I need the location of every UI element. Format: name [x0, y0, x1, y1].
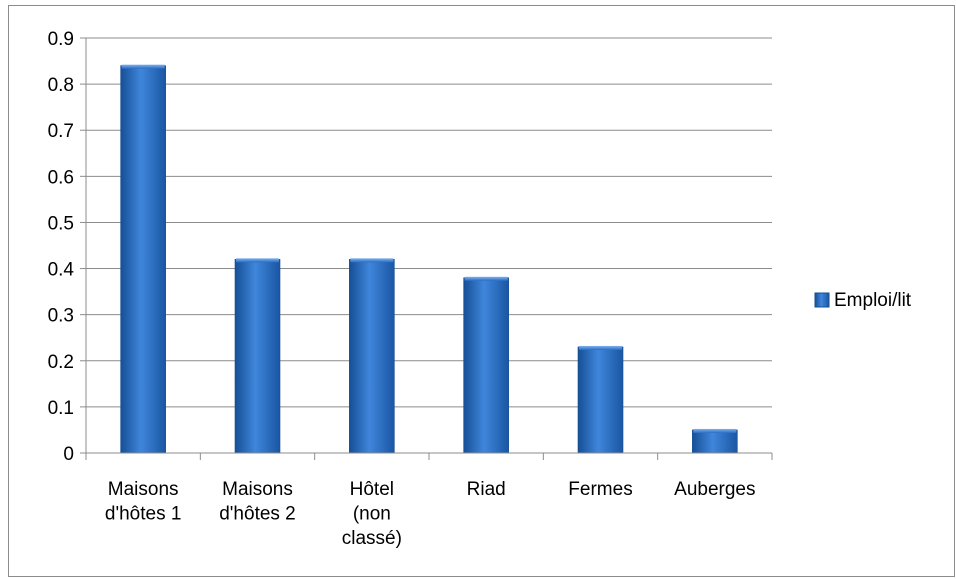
y-tick-label: 0.7	[48, 121, 74, 142]
x-category-label-line: Auberges	[674, 479, 755, 500]
y-tick-label: 0.3	[48, 306, 74, 327]
bar-cap	[121, 64, 165, 69]
x-category-label-line: Maisons	[222, 479, 293, 500]
bar-cap	[350, 258, 394, 263]
y-tick-label: 0.5	[48, 213, 74, 234]
axes	[80, 37, 773, 460]
bar-cap	[579, 345, 622, 350]
y-tick-label: 0	[63, 444, 74, 465]
y-tick-label: 0.1	[48, 398, 74, 419]
x-category-label-line: classé)	[342, 528, 402, 549]
y-tick-label: 0.6	[48, 167, 74, 188]
y-tick-label: 0.8	[48, 75, 74, 96]
x-category-label-line: Hôtel	[350, 479, 394, 500]
x-category-label-line: (non	[353, 504, 391, 525]
bar	[577, 346, 624, 454]
x-category-label: Maisons d'hôtes 1	[105, 479, 182, 525]
bar	[349, 259, 395, 454]
bar	[120, 65, 166, 454]
x-category-label: Maisons d'hôtes 2	[219, 479, 296, 525]
legend: Emploi/lit	[814, 290, 912, 311]
gridlines	[86, 37, 772, 408]
x-category-label: Riad	[467, 479, 506, 500]
bars	[120, 64, 738, 454]
bar-cap	[236, 258, 279, 263]
x-category-label: Auberges	[674, 479, 755, 500]
bar	[463, 277, 509, 454]
bar	[234, 259, 281, 454]
legend-swatch-emploi-lit	[814, 292, 830, 308]
x-category-label-line: d'hôtes 1	[105, 504, 182, 525]
x-category-label-line: Maisons	[108, 479, 179, 500]
y-tick-label: 0.4	[48, 260, 75, 281]
legend-label-emploi-lit: Emploi/lit	[834, 290, 912, 311]
x-category-label-line: d'hôtes 2	[219, 504, 296, 525]
bar-cap	[693, 428, 737, 433]
x-category-label: Fermes	[568, 479, 632, 500]
y-tick-label: 0.2	[48, 352, 74, 373]
axis-labels: 0 0.1 0.2 0.3 0.4 0.5 0.6 0.7 0.8 0.9 Maisons d'hôt…	[48, 29, 756, 549]
x-category-label-line: Riad	[467, 479, 506, 500]
y-tick-label: 0.9	[48, 29, 74, 50]
bar	[692, 429, 738, 454]
x-category-label-line: Fermes	[568, 479, 632, 500]
x-category-label: Hôtel (non classé)	[342, 479, 402, 549]
bar-cap	[464, 276, 508, 281]
